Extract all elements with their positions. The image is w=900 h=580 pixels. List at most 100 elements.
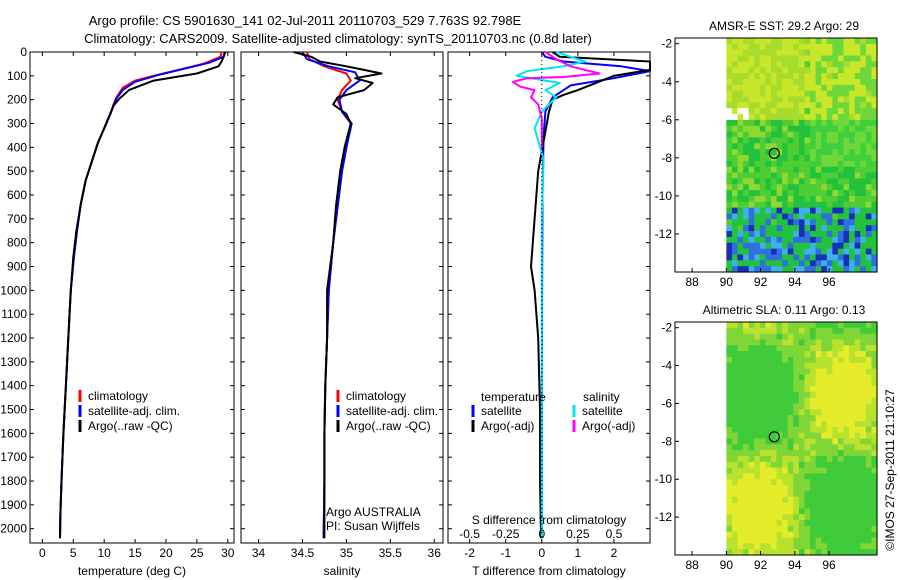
heatmap-cell: [804, 178, 811, 185]
heatmap-cell: [765, 543, 772, 550]
heatmap-cell: [837, 374, 845, 381]
heatmap-cell: [837, 397, 845, 405]
heatmap-cell: [770, 450, 778, 457]
heatmap-cell: [726, 421, 733, 428]
heatmap-cell: [726, 549, 733, 556]
heatmap-cell: [826, 397, 833, 405]
heatmap-cell: [849, 49, 856, 57]
heatmap-cell: [748, 351, 755, 358]
heatmap-cell: [743, 84, 750, 92]
heatmap-cell: [821, 391, 828, 399]
heatmap-cell: [776, 345, 783, 352]
heatmap-cell: [743, 236, 750, 244]
heatmap-cell: [860, 38, 867, 45]
heatmap-cell: [748, 55, 755, 62]
heatmap-cell: [804, 201, 811, 209]
heatmap-cell: [737, 137, 744, 144]
heatmap-cell: [726, 254, 733, 261]
heatmap-cell: [798, 61, 806, 68]
y-tick-label: 800: [7, 236, 27, 250]
y-tick-label: -6: [661, 113, 672, 127]
heatmap-cell: [821, 125, 828, 133]
heatmap-cell: [737, 55, 744, 62]
heatmap-cell: [815, 444, 822, 451]
heatmap-cell: [743, 207, 750, 215]
heatmap-cell: [865, 380, 873, 387]
heatmap-cell: [804, 322, 811, 329]
heatmap-cell: [770, 137, 778, 144]
heatmap-cell: [754, 125, 761, 133]
heatmap-cell: [743, 339, 750, 346]
heatmap-cell: [770, 131, 778, 139]
heatmap-cell: [726, 248, 733, 256]
heatmap-cell: [826, 213, 833, 220]
heatmap-cell: [832, 242, 839, 250]
heatmap-cell: [815, 467, 822, 475]
heatmap-cell: [748, 213, 755, 220]
heatmap-cell: [810, 450, 817, 457]
heatmap-cell: [865, 38, 873, 45]
heatmap-cell: [793, 391, 800, 399]
heatmap-cell: [731, 444, 739, 451]
heatmap-cell: [798, 207, 806, 215]
heatmap-cell: [815, 490, 822, 498]
heatmap-cell: [837, 219, 845, 226]
heatmap-cell: [832, 49, 839, 57]
heatmap-cell: [821, 415, 828, 422]
heatmap-cell: [860, 114, 867, 121]
heatmap-cell: [815, 397, 822, 405]
heatmap-cell: [832, 525, 839, 533]
heatmap-cell: [804, 266, 811, 273]
heatmap-cell: [815, 125, 822, 133]
heatmap-cell: [821, 201, 828, 209]
heatmap-cell: [782, 327, 789, 335]
heatmap-cell: [798, 73, 806, 80]
heatmap-cell: [776, 201, 783, 209]
heatmap-cell: [731, 473, 739, 480]
heatmap-cell: [754, 432, 761, 440]
heatmap-cell: [826, 502, 833, 509]
heatmap-cell: [787, 403, 794, 410]
heatmap-cell: [843, 543, 850, 550]
heatmap-cell: [815, 391, 822, 399]
heatmap-cell: [787, 242, 794, 250]
heatmap-cell: [860, 490, 867, 498]
heatmap-cell: [854, 90, 861, 98]
heatmap-cell: [832, 125, 839, 133]
heatmap-cell: [726, 391, 733, 399]
heatmap-cell: [860, 549, 867, 556]
heatmap-cell: [871, 444, 878, 451]
heatmap-cell: [759, 125, 767, 133]
heatmap-cell: [832, 73, 839, 80]
legend-label: satellite-adj. clim.: [346, 404, 438, 418]
heatmap-cell: [759, 114, 767, 121]
heatmap-cell: [765, 479, 772, 486]
heatmap-cell: [726, 426, 733, 434]
heatmap-cell: [731, 102, 739, 109]
heatmap-cell: [865, 450, 873, 457]
heatmap-cell: [759, 143, 767, 150]
heatmap-cell: [770, 421, 778, 428]
heatmap-cell: [743, 327, 750, 335]
heatmap-cell: [843, 213, 850, 220]
heatmap-cell: [759, 236, 767, 244]
heatmap-cell: [804, 143, 811, 150]
heatmap-cell: [782, 38, 789, 45]
y-tick-label: 500: [7, 164, 27, 178]
heatmap-cell: [798, 184, 806, 191]
heatmap-cell: [765, 160, 772, 168]
heatmap-cell: [843, 333, 850, 341]
heatmap-cell: [849, 403, 856, 410]
heatmap-cell: [782, 236, 789, 244]
heatmap-cell: [793, 149, 800, 156]
heatmap-cell: [826, 195, 833, 203]
heatmap-cell: [826, 172, 833, 179]
heatmap-cell: [793, 426, 800, 434]
heatmap-cell: [754, 391, 761, 399]
heatmap-cell: [759, 426, 767, 434]
heatmap-cell: [815, 351, 822, 358]
heatmap-cell: [765, 403, 772, 410]
heatmap-cell: [837, 438, 845, 445]
heatmap-cell: [748, 339, 755, 346]
heatmap-cell: [782, 219, 789, 226]
